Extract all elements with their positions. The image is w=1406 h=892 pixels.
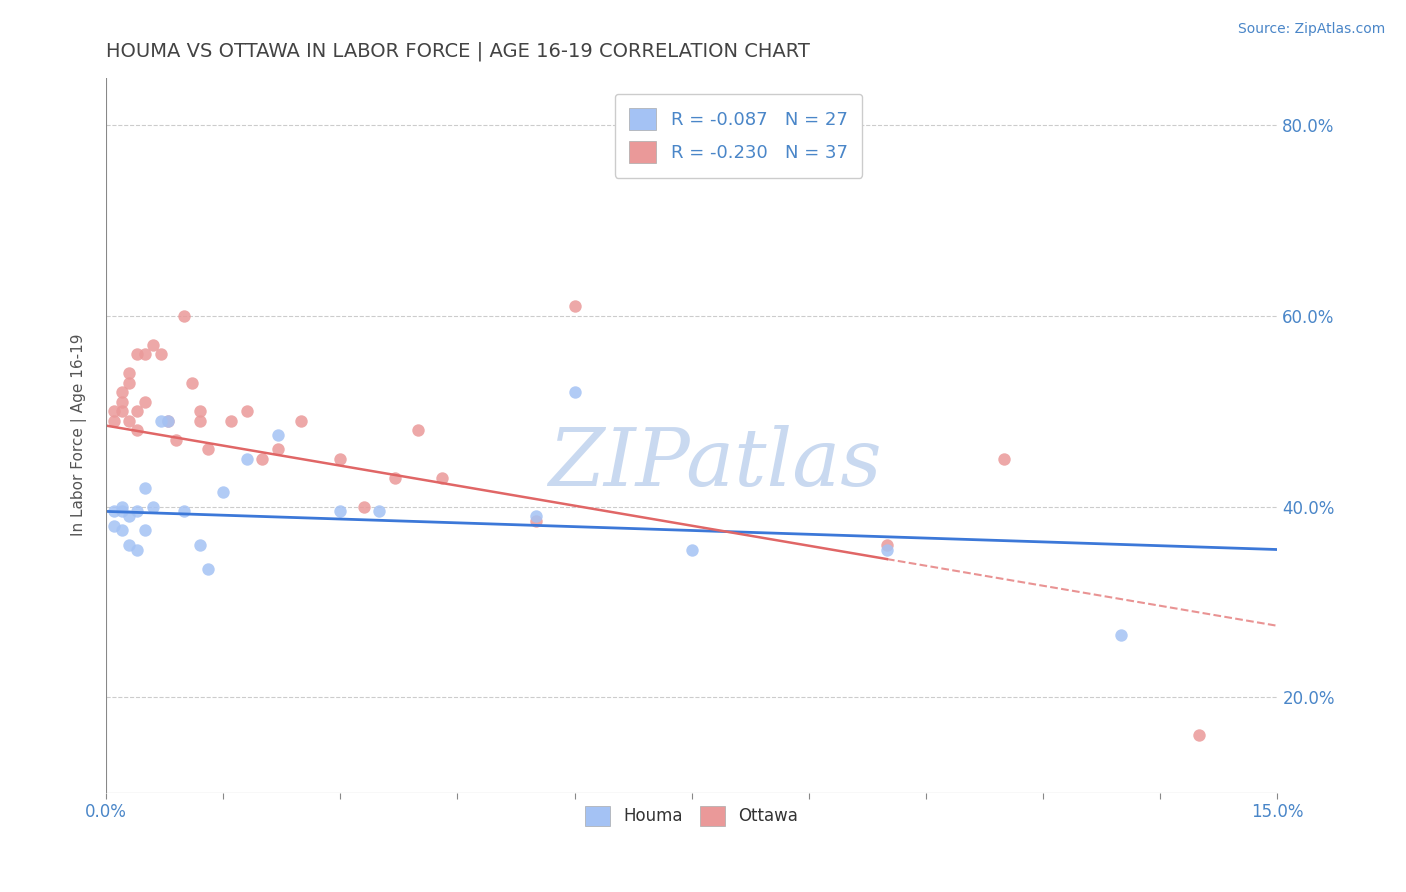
Point — [430, 471, 453, 485]
Point — [235, 404, 257, 418]
Point — [197, 561, 219, 575]
Point — [267, 428, 290, 442]
Point — [250, 452, 273, 467]
Point — [188, 538, 211, 552]
Point — [235, 452, 257, 467]
Point — [118, 376, 141, 390]
Legend: Houma, Ottawa: Houma, Ottawa — [576, 797, 807, 834]
Point — [110, 385, 132, 400]
Point — [524, 509, 547, 524]
Point — [408, 423, 430, 437]
Point — [384, 471, 406, 485]
Point — [103, 414, 125, 428]
Point — [142, 337, 165, 351]
Point — [368, 504, 391, 518]
Point — [134, 347, 156, 361]
Point — [103, 504, 125, 518]
Point — [142, 500, 165, 514]
Point — [127, 347, 149, 361]
Point — [103, 518, 125, 533]
Point — [173, 504, 195, 518]
Point — [993, 452, 1015, 467]
Point — [127, 504, 149, 518]
Point — [329, 504, 352, 518]
Point — [180, 376, 202, 390]
Point — [353, 500, 375, 514]
Point — [110, 504, 132, 518]
Point — [876, 538, 898, 552]
Point — [564, 385, 586, 400]
Text: HOUMA VS OTTAWA IN LABOR FORCE | AGE 16-19 CORRELATION CHART: HOUMA VS OTTAWA IN LABOR FORCE | AGE 16-… — [105, 42, 810, 62]
Point — [118, 509, 141, 524]
Point — [173, 309, 195, 323]
Point — [110, 524, 132, 538]
Point — [1188, 728, 1211, 742]
Point — [290, 414, 312, 428]
Point — [329, 452, 352, 467]
Point — [110, 404, 132, 418]
Point — [197, 442, 219, 457]
Point — [127, 423, 149, 437]
Point — [149, 414, 172, 428]
Point — [681, 542, 703, 557]
Point — [110, 394, 132, 409]
Point — [118, 414, 141, 428]
Point — [103, 404, 125, 418]
Point — [1109, 628, 1132, 642]
Point — [110, 500, 132, 514]
Point — [564, 300, 586, 314]
Point — [219, 414, 242, 428]
Point — [188, 414, 211, 428]
Point — [267, 442, 290, 457]
Text: Source: ZipAtlas.com: Source: ZipAtlas.com — [1237, 22, 1385, 37]
Point — [118, 366, 141, 380]
Point — [524, 514, 547, 528]
Point — [876, 542, 898, 557]
Point — [157, 414, 180, 428]
Point — [149, 347, 172, 361]
Point — [118, 538, 141, 552]
Point — [165, 433, 187, 447]
Point — [212, 485, 235, 500]
Point — [134, 394, 156, 409]
Point — [134, 524, 156, 538]
Point — [188, 404, 211, 418]
Y-axis label: In Labor Force | Age 16-19: In Labor Force | Age 16-19 — [72, 334, 87, 536]
Point — [157, 414, 180, 428]
Text: ZIPatlas: ZIPatlas — [548, 425, 882, 502]
Point — [127, 404, 149, 418]
Point — [134, 481, 156, 495]
Point — [127, 542, 149, 557]
